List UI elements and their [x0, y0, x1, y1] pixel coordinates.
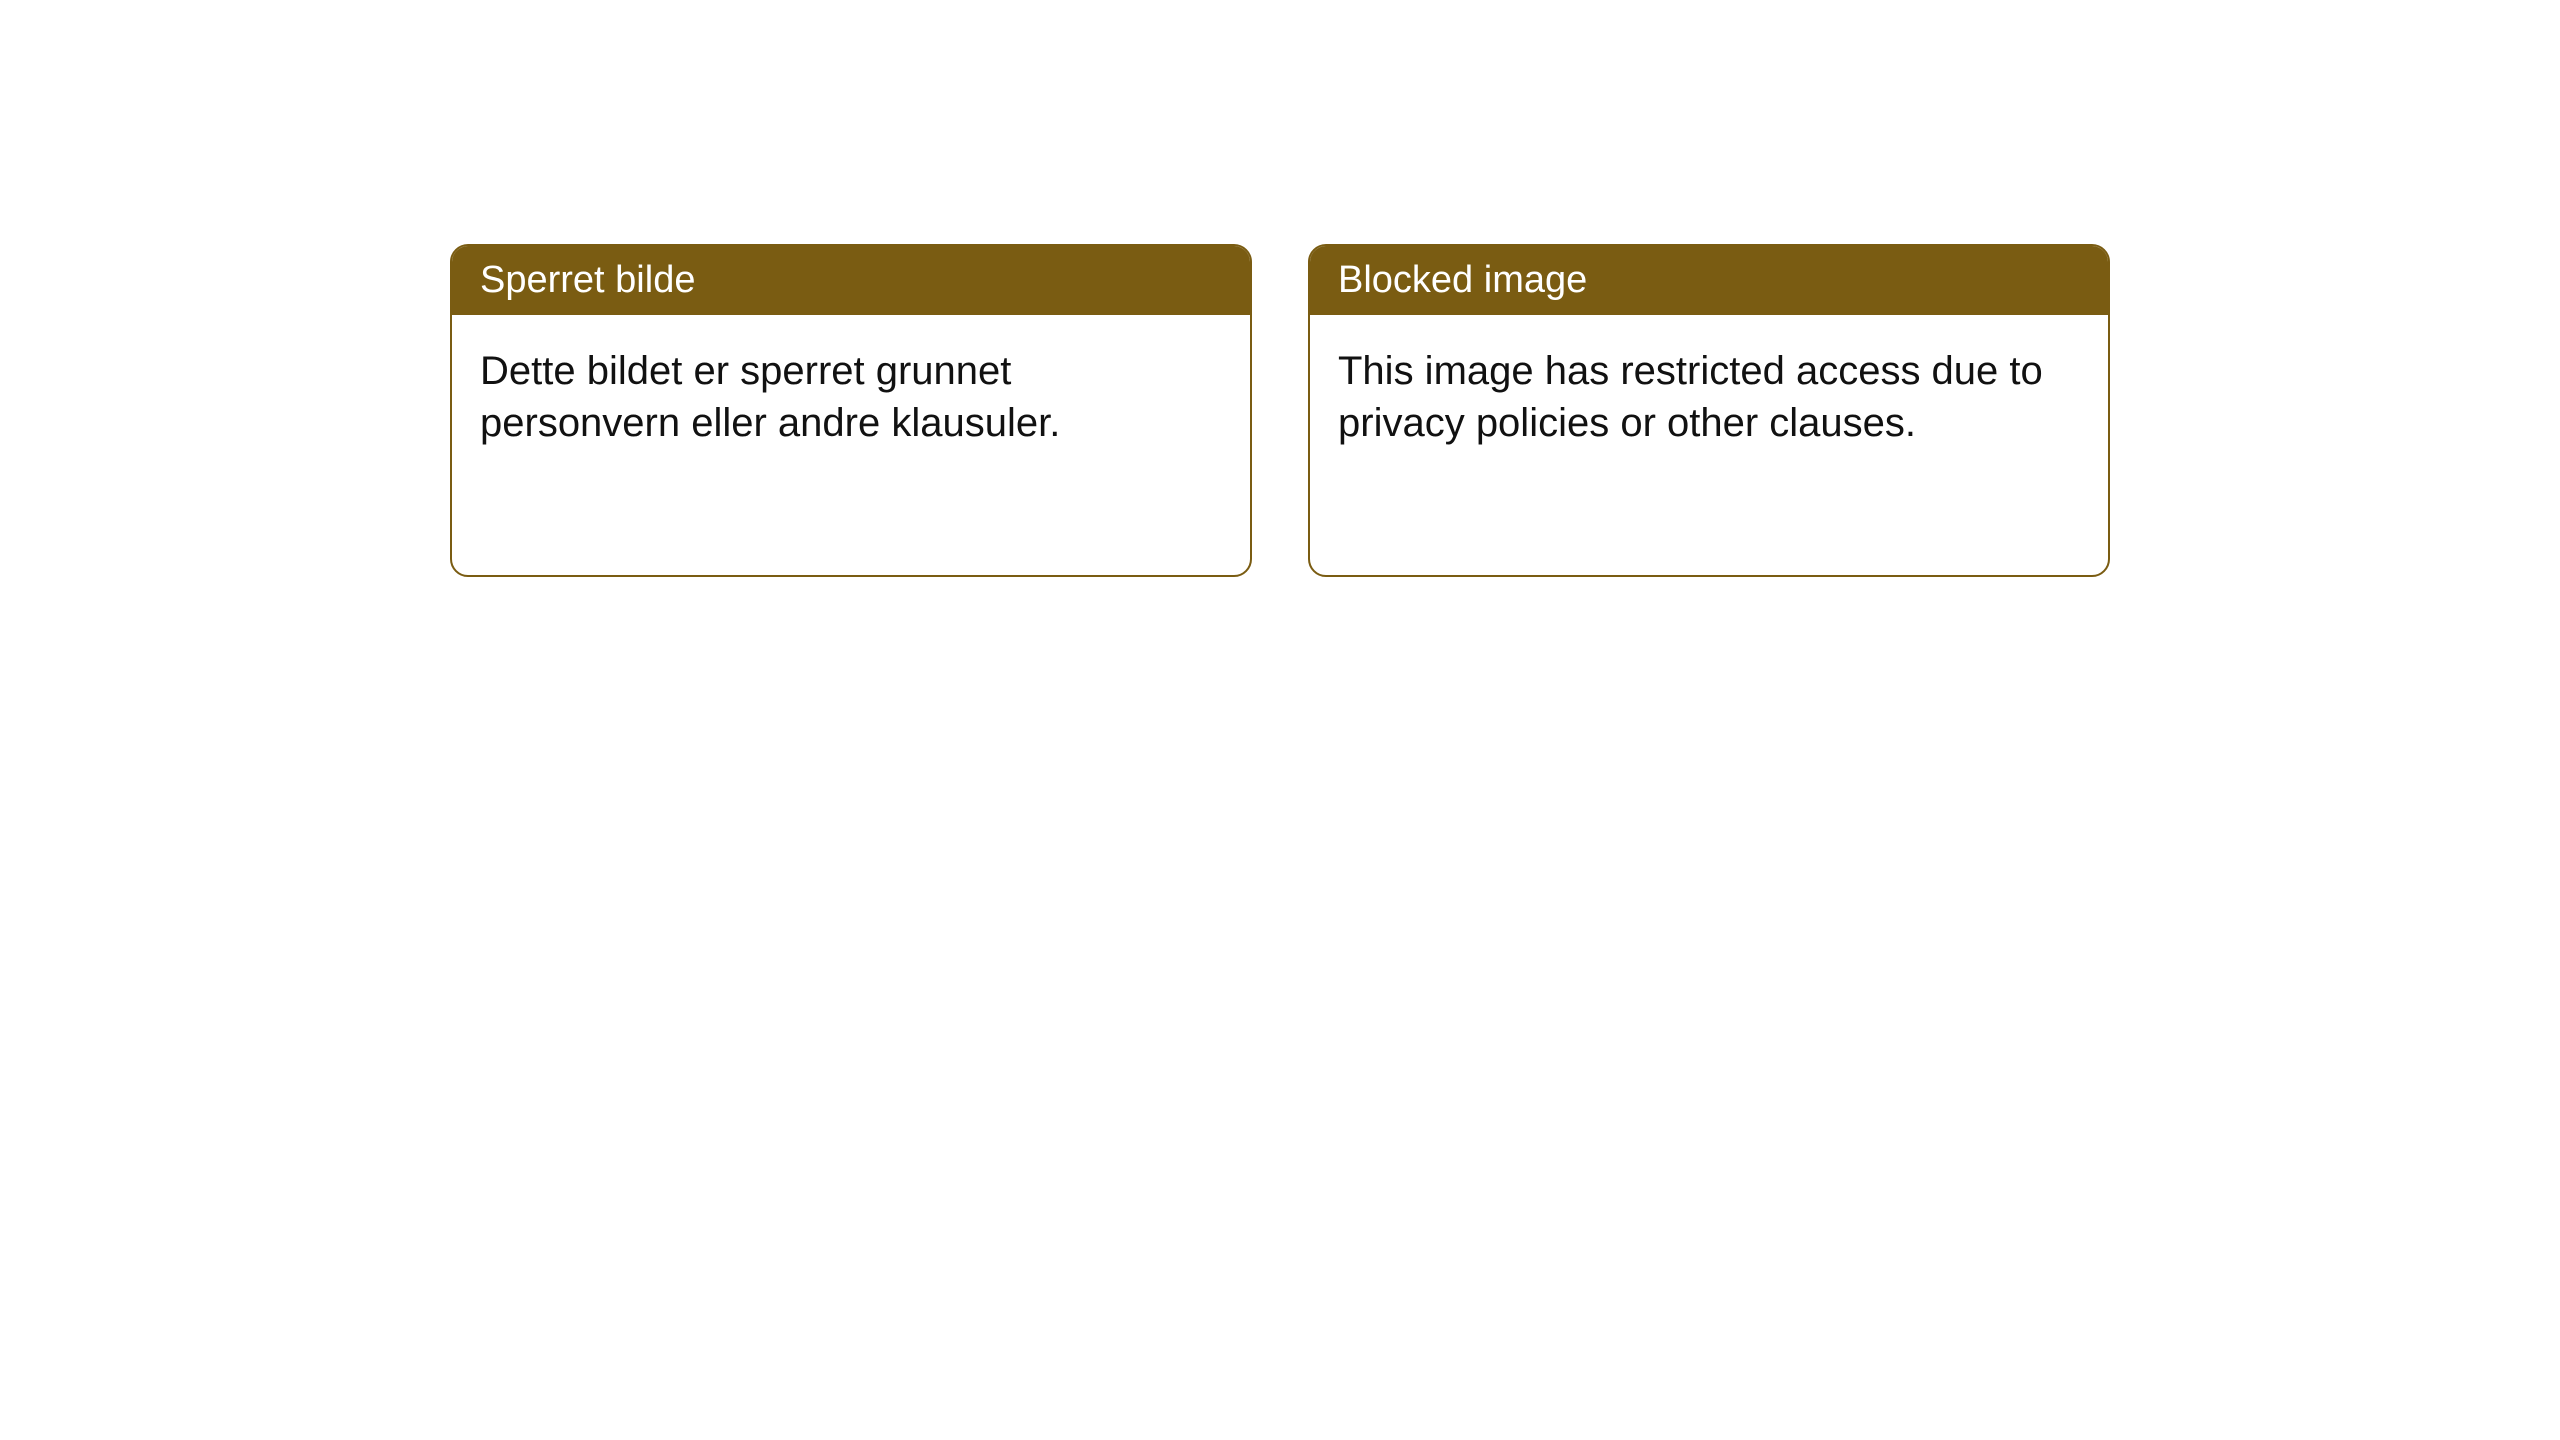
- notice-card-english: Blocked image This image has restricted …: [1308, 244, 2110, 577]
- notice-card-norwegian: Sperret bilde Dette bildet er sperret gr…: [450, 244, 1252, 577]
- notice-body-english: This image has restricted access due to …: [1310, 315, 2108, 479]
- notice-body-norwegian: Dette bildet er sperret grunnet personve…: [452, 315, 1250, 479]
- notice-header-english: Blocked image: [1310, 246, 2108, 315]
- notice-header-norwegian: Sperret bilde: [452, 246, 1250, 315]
- notice-cards-container: Sperret bilde Dette bildet er sperret gr…: [450, 244, 2110, 577]
